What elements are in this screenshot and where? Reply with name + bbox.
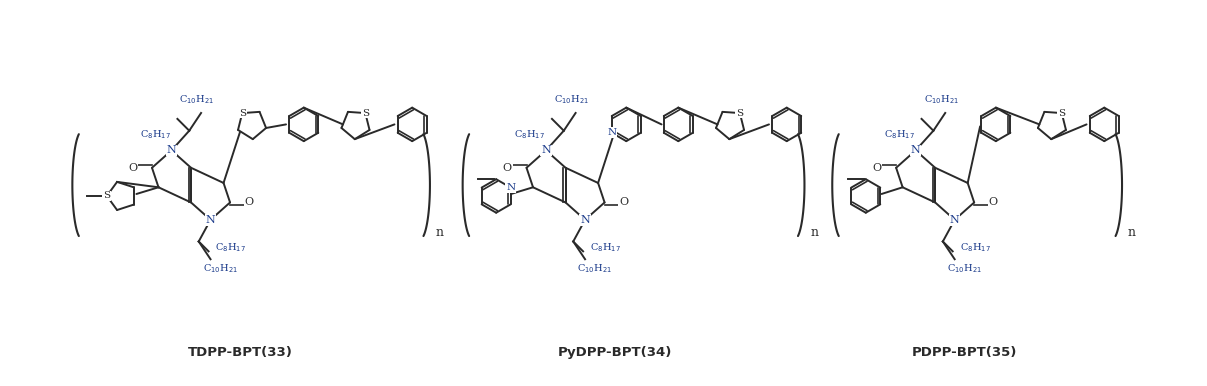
Text: TDPP-BPT(33): TDPP-BPT(33) <box>188 346 293 359</box>
Text: PDPP-BPT(35): PDPP-BPT(35) <box>912 346 1018 359</box>
Text: S: S <box>104 191 110 200</box>
Text: N: N <box>205 215 215 225</box>
Text: C$_8$H$_{17}$: C$_8$H$_{17}$ <box>590 241 620 254</box>
Text: O: O <box>503 163 512 173</box>
Text: C$_{10}$H$_{21}$: C$_{10}$H$_{21}$ <box>180 93 215 105</box>
Text: C$_{10}$H$_{21}$: C$_{10}$H$_{21}$ <box>203 263 238 276</box>
Text: C$_8$H$_{17}$: C$_8$H$_{17}$ <box>140 128 171 141</box>
Text: C$_{10}$H$_{21}$: C$_{10}$H$_{21}$ <box>554 93 589 105</box>
Text: C$_{10}$H$_{21}$: C$_{10}$H$_{21}$ <box>577 263 612 276</box>
Text: C$_8$H$_{17}$: C$_8$H$_{17}$ <box>884 128 915 141</box>
Text: n: n <box>436 226 444 239</box>
Text: N: N <box>541 146 550 156</box>
Text: N: N <box>950 215 960 225</box>
Text: S: S <box>1059 108 1066 118</box>
Text: PyDPP-BPT(34): PyDPP-BPT(34) <box>558 346 672 359</box>
Text: n: n <box>810 226 818 239</box>
Text: O: O <box>989 198 998 207</box>
Text: N: N <box>607 128 617 137</box>
Text: S: S <box>239 108 246 118</box>
Text: O: O <box>619 198 629 207</box>
Text: O: O <box>245 198 253 207</box>
Text: C$_8$H$_{17}$: C$_8$H$_{17}$ <box>216 241 246 254</box>
Text: N: N <box>581 215 590 225</box>
Text: N: N <box>167 146 176 156</box>
Text: C$_8$H$_{17}$: C$_8$H$_{17}$ <box>514 128 546 141</box>
Text: O: O <box>128 163 138 173</box>
Text: S: S <box>362 108 369 118</box>
Text: N: N <box>911 146 921 156</box>
Text: n: n <box>1129 226 1136 239</box>
Text: S: S <box>736 108 744 118</box>
Text: C$_8$H$_{17}$: C$_8$H$_{17}$ <box>960 241 991 254</box>
Text: N: N <box>506 183 515 192</box>
Text: O: O <box>873 163 881 173</box>
Text: C$_{10}$H$_{21}$: C$_{10}$H$_{21}$ <box>946 263 982 276</box>
Text: C$_{10}$H$_{21}$: C$_{10}$H$_{21}$ <box>923 93 958 105</box>
